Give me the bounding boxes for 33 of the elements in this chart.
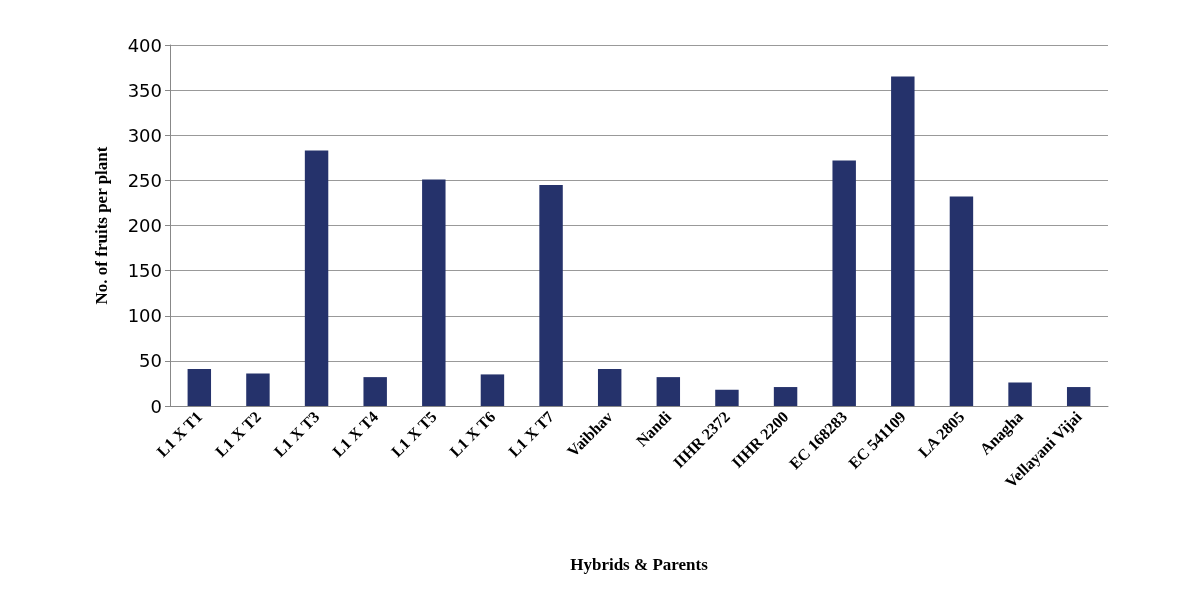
bar: [480, 374, 505, 406]
x-axis-title: Hybrids & Parents: [570, 555, 709, 574]
y-tick-label: 100: [127, 305, 162, 327]
y-tick-label: 50: [139, 350, 162, 372]
bar: [539, 184, 563, 406]
bar: [949, 196, 974, 406]
bar: [422, 179, 446, 406]
y-tick-label: 350: [127, 79, 162, 101]
bar: [1066, 387, 1091, 406]
x-tick-label: L1 X T4: [329, 407, 382, 461]
bar: [304, 150, 329, 406]
bar: [715, 389, 739, 406]
y-tick-label: 0: [150, 395, 162, 417]
y-axis-title: No. of fruits per plant: [92, 146, 111, 305]
bar: [597, 369, 622, 406]
x-tick-label: L1 X T7: [505, 407, 558, 461]
bar: [891, 76, 915, 406]
bar: [1008, 382, 1032, 406]
bar: [363, 377, 387, 406]
y-tick-label: 200: [127, 215, 162, 236]
bar: [773, 387, 798, 406]
y-tick-label: 300: [127, 124, 162, 146]
x-tick-label: L1 X T6: [446, 407, 499, 461]
y-tick-label: 150: [127, 260, 162, 282]
x-tick-label: L1 X T3: [270, 407, 323, 461]
bar: [246, 373, 270, 406]
y-tick-label: 400: [127, 34, 162, 56]
x-tick-label: L1 X T5: [387, 407, 440, 461]
bar: [832, 160, 856, 406]
bar: [656, 377, 681, 406]
bar: [187, 369, 212, 406]
y-tick-label: 250: [127, 169, 162, 191]
x-tick-label: L1 X T2: [211, 407, 264, 461]
